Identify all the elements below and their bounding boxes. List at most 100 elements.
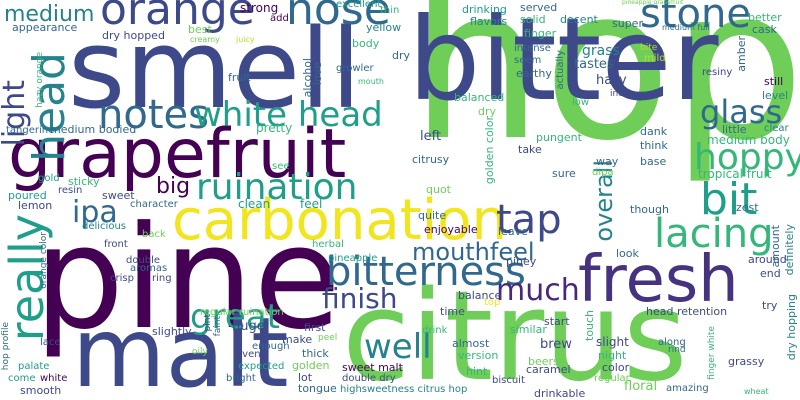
word-beers: beers bbox=[528, 355, 559, 368]
word-similar: similar bbox=[510, 323, 547, 336]
word-mouth: mouth bbox=[358, 77, 384, 86]
word-balance: balance bbox=[458, 289, 502, 302]
word-sweet-malt: sweet malt bbox=[342, 361, 403, 374]
word-clear: clear bbox=[764, 123, 789, 134]
word-smooth: smooth bbox=[20, 384, 62, 397]
word-dry-3: dry bbox=[392, 49, 411, 62]
word-bitterness: bitterness bbox=[326, 249, 526, 295]
word-juicy: juicy bbox=[236, 35, 255, 44]
word-hint: hint bbox=[466, 365, 488, 378]
word-add: add bbox=[270, 13, 289, 24]
word-nose: nose bbox=[286, 0, 391, 35]
word-stone: stone bbox=[640, 0, 751, 37]
word-front: front bbox=[104, 239, 128, 250]
word-bitter: bitter bbox=[408, 0, 719, 126]
word-tap: tap bbox=[496, 197, 562, 243]
word-great: great bbox=[190, 297, 280, 337]
word-dry-hopping: dry hopping bbox=[785, 294, 798, 361]
word-hoppy: hoppy bbox=[694, 137, 800, 178]
word-level: level bbox=[762, 89, 789, 102]
word-amber: amber bbox=[735, 36, 748, 72]
word-aromas: aromas bbox=[130, 263, 168, 274]
word-mild: mild bbox=[644, 53, 666, 64]
word-delicious: delicious bbox=[82, 221, 126, 232]
word-hazy-orange: hazy orange bbox=[35, 52, 45, 108]
word-hop: hop bbox=[410, 0, 800, 187]
word-served: served bbox=[520, 1, 558, 14]
word-even: even bbox=[236, 349, 261, 360]
word-gold: gold bbox=[38, 173, 60, 184]
word-much: much bbox=[496, 273, 580, 308]
word-resiny: resiny bbox=[702, 67, 733, 78]
word-love: love bbox=[311, 62, 324, 86]
word-leave: leave bbox=[498, 225, 528, 238]
word-enough: enough bbox=[252, 341, 290, 352]
word-low: low bbox=[572, 97, 590, 108]
word-growler: growler bbox=[336, 63, 374, 74]
word-actually: actually bbox=[555, 50, 566, 90]
word-head-retention: head retention bbox=[646, 305, 728, 318]
word-try: try bbox=[762, 299, 778, 312]
word-definitely: definitely bbox=[783, 224, 796, 276]
word-thick: thick bbox=[302, 347, 329, 360]
word-sweet: sweet bbox=[102, 189, 135, 202]
word-grass: grass bbox=[582, 43, 620, 59]
word-finish: finish bbox=[322, 282, 398, 315]
word-zest: zest bbox=[736, 201, 759, 214]
word-hazy: hazy bbox=[596, 73, 627, 88]
word-grapefruit: grapefruit bbox=[8, 115, 347, 194]
word-bite: bite bbox=[640, 43, 658, 53]
word-drink: drink bbox=[422, 325, 448, 336]
word-pineapple: pineapple bbox=[328, 253, 378, 264]
word-lacing: lacing bbox=[654, 211, 774, 257]
word-rind: rind bbox=[668, 345, 686, 355]
word-palate: palate bbox=[18, 361, 50, 372]
word-excellent: excellent bbox=[336, 0, 382, 10]
word-dipa: dipa bbox=[592, 167, 614, 178]
word-crisp: crisp bbox=[110, 273, 134, 284]
word-citrus: citrus bbox=[342, 265, 688, 400]
word-enjoyable: enjoyable bbox=[424, 223, 478, 236]
word-finger-white: finger white bbox=[707, 326, 717, 380]
word-quite: quite bbox=[418, 209, 447, 222]
word-way: way bbox=[596, 155, 619, 168]
word-white: white bbox=[40, 373, 68, 384]
word-slight: slight bbox=[596, 335, 629, 349]
word-sticky: sticky bbox=[68, 175, 100, 188]
word-think: think bbox=[640, 139, 668, 152]
word-regular-ruination: regular ruination bbox=[200, 307, 284, 318]
word-pineapple-grapefruit: pineapple grapefruit bbox=[622, 0, 684, 6]
word-medium-bodied: medium bodied bbox=[50, 123, 137, 136]
word-earthy: earthy bbox=[516, 67, 552, 80]
word-along: along bbox=[658, 337, 686, 348]
word-night: night bbox=[598, 349, 627, 362]
word-character: character bbox=[130, 199, 178, 210]
word-regular: regular bbox=[594, 373, 630, 384]
word-quot: quot bbox=[426, 183, 451, 196]
word-pretty: pretty bbox=[256, 121, 293, 135]
word-medium: medium bbox=[4, 2, 95, 27]
word-piney: piney bbox=[506, 255, 537, 268]
word-slightly: slightly bbox=[152, 325, 192, 338]
word-highsweetness-citrus-hop: highsweetness citrus hop bbox=[340, 384, 468, 395]
word-floral: floral bbox=[624, 379, 658, 394]
word-start: start bbox=[544, 315, 570, 328]
word-decent: decent bbox=[560, 13, 598, 26]
word-fresh: fresh bbox=[578, 243, 739, 317]
word-pine: pine bbox=[34, 196, 341, 361]
word-seem: seem bbox=[514, 55, 542, 66]
word-time: time bbox=[440, 305, 465, 318]
word-version: version bbox=[458, 349, 499, 362]
word-touch: touch bbox=[583, 310, 596, 342]
word-biscuit: biscuit bbox=[492, 375, 525, 386]
word-tangerine: tangerine bbox=[6, 125, 55, 136]
word-orange: orange bbox=[100, 0, 255, 35]
word-citrusy: citrusy bbox=[412, 153, 450, 166]
word-dank: dank bbox=[640, 125, 668, 138]
word-end: end bbox=[760, 267, 781, 280]
word-fruit: fruit bbox=[228, 71, 251, 84]
word-golden: golden bbox=[292, 359, 330, 372]
word-smell: smell bbox=[68, 5, 362, 133]
word-oily: oily bbox=[192, 347, 208, 357]
